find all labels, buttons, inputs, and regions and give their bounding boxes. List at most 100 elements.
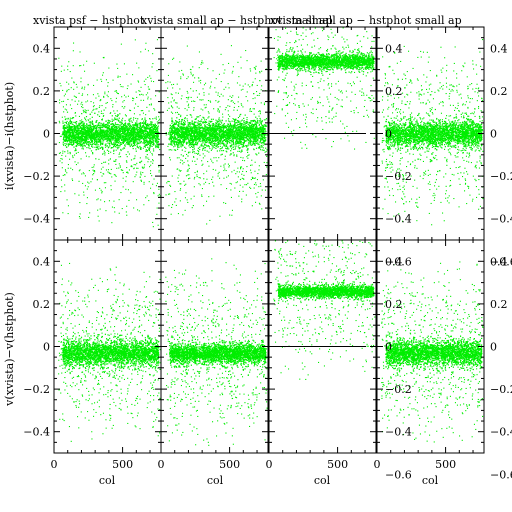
- data-point: [83, 143, 84, 144]
- data-point: [128, 96, 129, 97]
- data-point: [82, 87, 83, 88]
- data-point: [124, 134, 125, 135]
- data-point: [76, 153, 77, 154]
- data-point: [100, 125, 101, 126]
- data-point: [146, 149, 147, 150]
- data-point: [65, 94, 66, 95]
- data-point: [88, 142, 89, 143]
- data-point: [132, 127, 133, 128]
- data-point: [64, 174, 65, 175]
- data-point: [246, 119, 247, 120]
- data-point: [70, 104, 71, 105]
- data-point: [74, 142, 75, 143]
- data-point: [85, 137, 86, 138]
- data-point: [78, 101, 79, 102]
- data-point: [100, 126, 101, 127]
- data-point: [150, 127, 151, 128]
- data-point: [60, 152, 61, 153]
- data-point: [148, 125, 149, 126]
- data-point: [114, 132, 115, 133]
- data-point: [147, 141, 148, 142]
- data-point: [244, 120, 245, 121]
- data-point: [81, 88, 82, 89]
- data-point: [66, 82, 67, 83]
- data-point: [63, 145, 64, 146]
- data-point: [146, 157, 147, 158]
- data-point: [83, 133, 84, 134]
- data-point: [86, 147, 87, 148]
- data-point: [155, 125, 156, 126]
- data-point: [88, 217, 89, 218]
- data-point: [115, 181, 116, 182]
- data-point: [66, 123, 67, 124]
- data-point: [86, 136, 87, 137]
- data-point: [81, 173, 82, 174]
- data-point: [113, 80, 114, 81]
- data-point: [63, 123, 64, 124]
- data-point: [156, 70, 157, 71]
- data-point: [147, 195, 148, 196]
- data-point: [122, 118, 123, 119]
- data-point: [116, 98, 117, 99]
- data-point: [139, 210, 140, 211]
- data-point: [145, 49, 146, 50]
- data-point: [82, 133, 83, 134]
- data-point: [80, 120, 81, 121]
- data-point: [199, 129, 200, 130]
- data-point: [238, 139, 239, 140]
- data-point: [77, 144, 78, 145]
- data-point: [260, 120, 261, 121]
- data-point: [91, 139, 92, 140]
- data-point: [102, 191, 103, 192]
- data-point: [153, 150, 154, 151]
- data-point: [92, 178, 93, 179]
- data-point: [113, 135, 114, 136]
- data-point: [65, 132, 66, 133]
- data-point: [141, 137, 142, 138]
- data-point: [100, 209, 101, 210]
- data-point: [235, 147, 236, 148]
- data-point: [103, 132, 104, 133]
- data-point: [126, 74, 127, 75]
- data-point: [141, 131, 142, 132]
- data-point: [93, 170, 94, 171]
- data-point: [83, 65, 84, 66]
- data-point: [87, 182, 88, 183]
- data-point: [79, 133, 80, 134]
- data-point: [140, 173, 141, 174]
- data-point: [256, 154, 257, 155]
- data-point: [116, 176, 117, 177]
- data-point: [91, 112, 92, 113]
- data-point: [143, 100, 144, 101]
- data-point: [114, 138, 115, 139]
- data-point: [149, 131, 150, 132]
- data-point: [142, 167, 143, 168]
- data-point: [143, 204, 144, 205]
- data-point: [61, 180, 62, 181]
- data-point: [256, 141, 257, 142]
- data-point: [153, 141, 154, 142]
- data-point: [104, 182, 105, 183]
- data-point: [134, 144, 135, 145]
- data-point: [123, 108, 124, 109]
- data-point: [61, 101, 62, 102]
- data-point: [117, 68, 118, 69]
- data-point: [117, 140, 118, 141]
- data-point: [223, 150, 224, 151]
- data-point: [211, 132, 212, 133]
- data-point: [83, 124, 84, 125]
- data-point: [80, 145, 81, 146]
- data-point: [115, 127, 116, 128]
- data-point: [128, 143, 129, 144]
- data-point: [126, 172, 127, 173]
- data-point: [62, 134, 63, 135]
- data-point: [133, 134, 134, 135]
- data-point: [102, 127, 103, 128]
- data-point: [133, 132, 134, 133]
- data-point: [172, 136, 173, 137]
- data-point: [234, 121, 235, 122]
- data-point: [145, 197, 146, 198]
- data-point: [139, 114, 140, 115]
- data-point: [71, 126, 72, 127]
- data-point: [76, 164, 77, 165]
